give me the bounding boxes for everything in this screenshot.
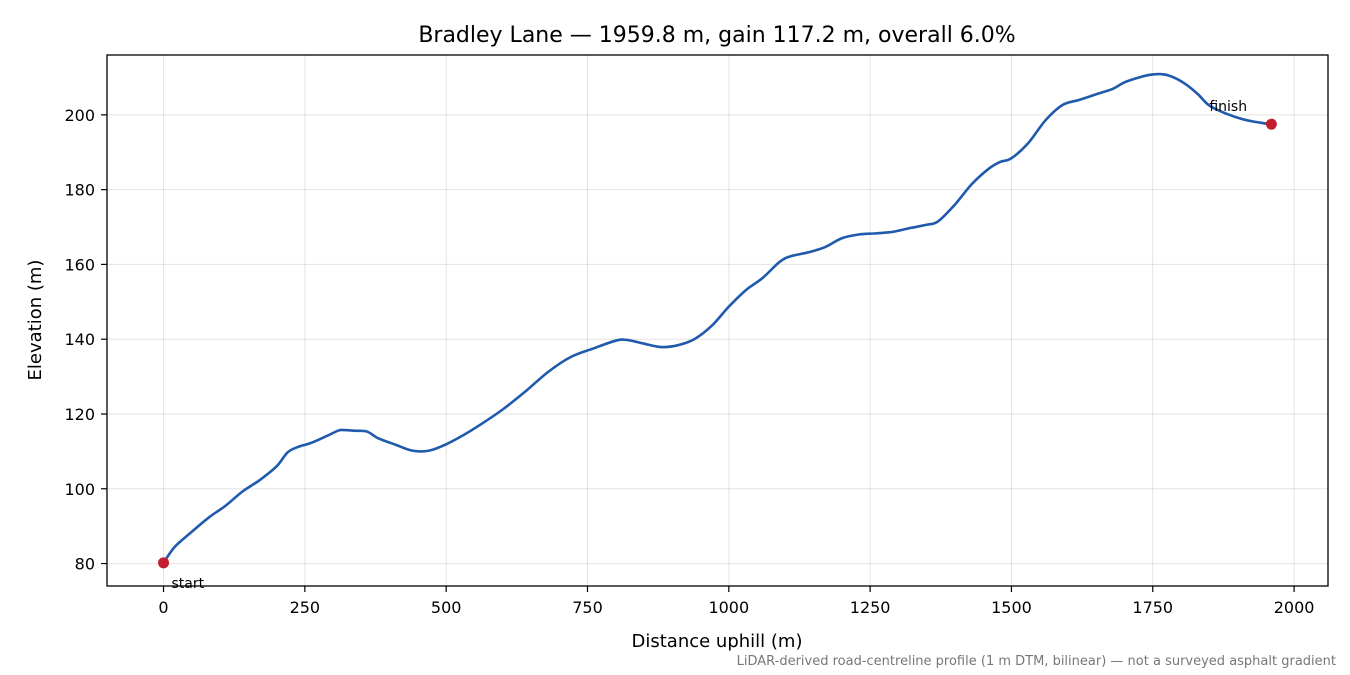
finish-label: finish [1209, 99, 1247, 115]
plot-frame [106, 54, 1329, 587]
y-tick-label: 140 [64, 330, 95, 349]
y-tick-label: 120 [64, 405, 95, 424]
y-tick-label: 80 [75, 555, 95, 574]
x-tick-label: 500 [431, 598, 462, 617]
x-tick-label: 1750 [1132, 598, 1173, 617]
x-tick-label: 1000 [708, 598, 749, 617]
series-layer [162, 72, 1272, 564]
grid [107, 55, 1328, 586]
x-tick-label: 750 [572, 598, 603, 617]
x-tick-label: 1500 [991, 598, 1032, 617]
y-axis-label: Elevation (m) [25, 260, 46, 381]
x-tick-label: 0 [158, 598, 168, 617]
y-axis-ticks: 80 100 120 140 160 180 200 [64, 106, 107, 574]
chart-title: Bradley Lane — 1959.8 m, gain 117.2 m, o… [418, 23, 1015, 48]
footnote: LiDAR-derived road-centreline profile (1… [737, 654, 1336, 669]
y-tick-label: 100 [64, 480, 95, 499]
elevation-line [162, 72, 1272, 564]
y-tick-label: 180 [64, 181, 95, 200]
y-tick-label: 160 [64, 255, 95, 274]
x-tick-label: 250 [290, 598, 321, 617]
x-tick-label: 2000 [1274, 598, 1315, 617]
x-tick-label: 1250 [850, 598, 891, 617]
marker-layer: start finish [158, 99, 1277, 592]
y-tick-label: 200 [64, 106, 95, 125]
start-label: start [172, 576, 205, 592]
finish-marker [1265, 118, 1277, 130]
x-axis-ticks: 0 250 500 750 1000 1250 1500 1750 2000 [158, 586, 1314, 617]
start-marker [158, 557, 170, 569]
x-axis-label: Distance uphill (m) [632, 631, 803, 652]
